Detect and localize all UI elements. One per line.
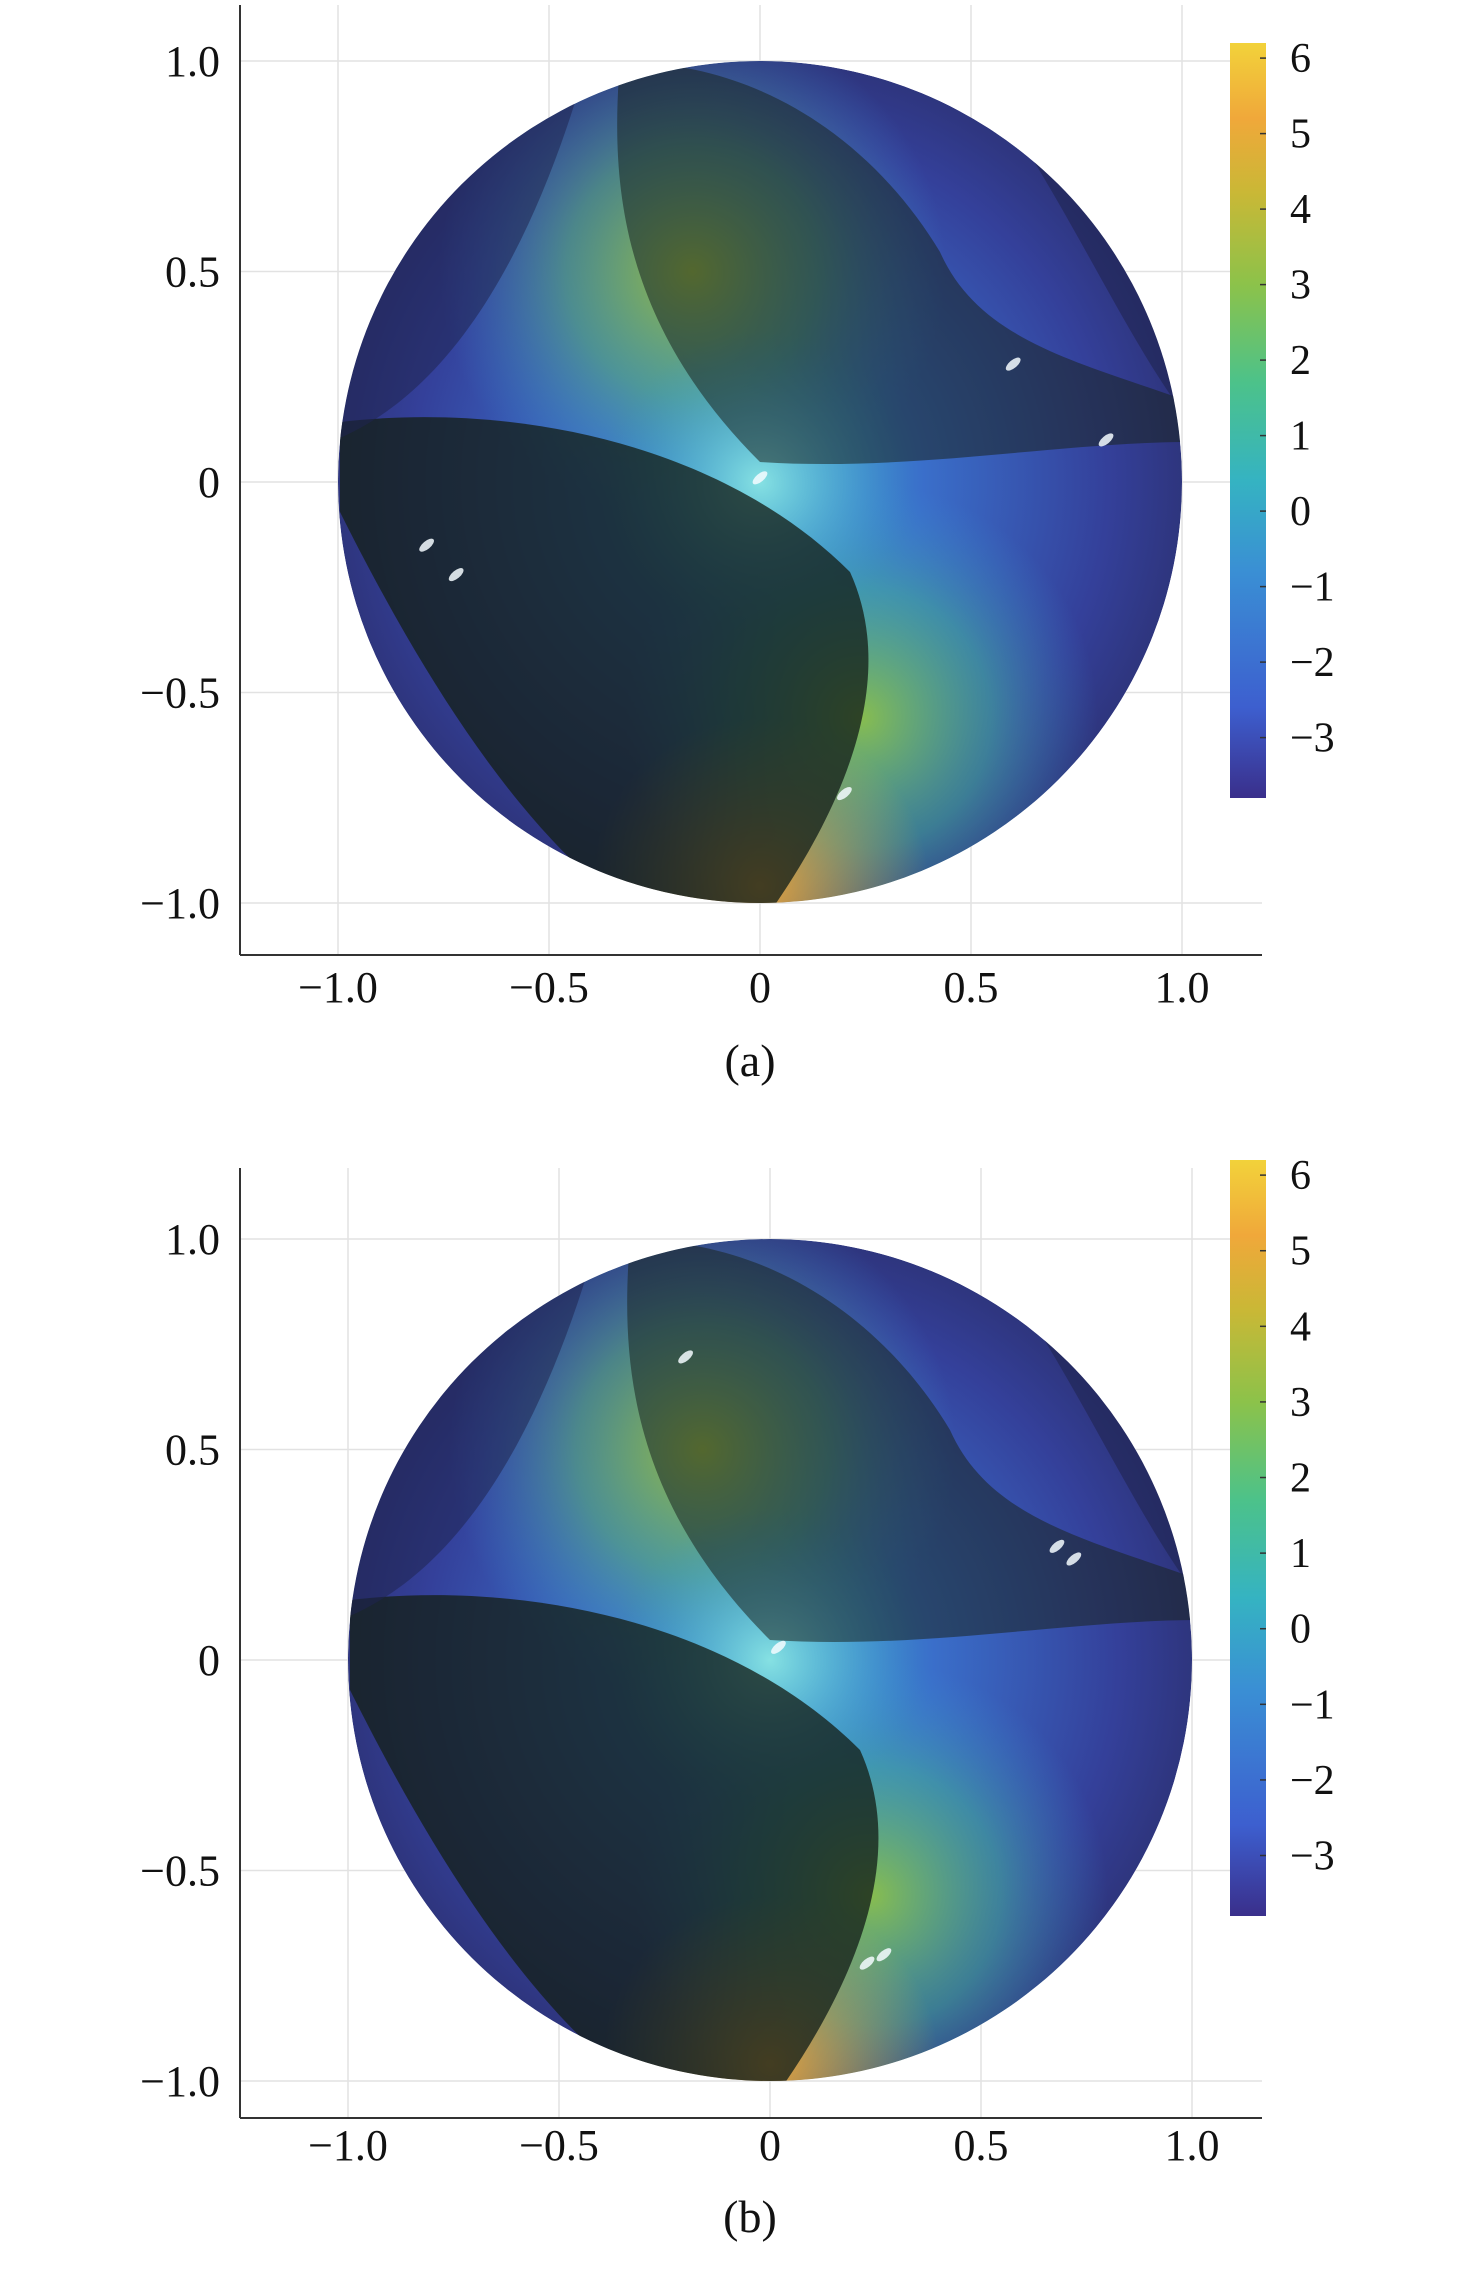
colorbar-tick-label: −1: [1290, 565, 1335, 611]
colorbar-tick-label: 6: [1290, 36, 1311, 82]
specular-highlight: [1049, 1539, 1065, 1553]
specular-highlight: [771, 1640, 786, 1654]
y-tick-label: −1.0: [140, 2057, 220, 2106]
panel-caption: (a): [724, 1035, 775, 1086]
shadow-band-upper: [627, 1240, 1192, 1643]
surface-disk: [348, 1239, 1192, 2081]
specular-highlight: [678, 1350, 693, 1364]
specular-highlight: [419, 538, 434, 552]
x-tick-label: 1.0: [1165, 2121, 1220, 2170]
colorbar: [1230, 1160, 1266, 1916]
x-tick-label: −0.5: [509, 963, 589, 1012]
y-tick-label: −0.5: [140, 669, 220, 718]
specular-highlight: [1098, 433, 1114, 447]
x-tick-label: −1.0: [308, 2121, 388, 2170]
x-tick-label: 0.5: [944, 963, 999, 1012]
panel-caption: (b): [723, 2191, 777, 2242]
colorbar-tick-label: 3: [1290, 263, 1311, 309]
colorbar-tick-label: −3: [1290, 1834, 1335, 1880]
panel-a: −1.0 −0.5 0 0.5 1.0 1.0 0.5 0 −0.5 −1.0 (a) 6 5 4 3 2 1 0…: [140, 5, 1335, 1086]
shadow-band-upper: [617, 62, 1182, 465]
colorbar-tick-label: 0: [1290, 1607, 1311, 1653]
colorbar-tick-label: 2: [1290, 1456, 1311, 1502]
colorbar-tick-label: 4: [1290, 1304, 1311, 1350]
specular-highlight: [1005, 357, 1021, 371]
x-tick-label: −0.5: [519, 2121, 599, 2170]
colorbar-tick-label: −2: [1290, 640, 1335, 686]
colorbar-tick-label: 1: [1290, 414, 1311, 460]
colorbar-tick-label: −1: [1290, 1682, 1335, 1728]
y-tick-label: 0: [198, 458, 220, 507]
y-tick-label: 0: [198, 1636, 220, 1685]
colorbar: [1230, 43, 1266, 798]
panel-b: −1.0 −0.5 0 0.5 1.0 1.0 0.5 0 −0.5 −1.0 (b) 6 5 4 3 2 1 0…: [140, 1153, 1335, 2242]
x-tick-label: 1.0: [1155, 963, 1210, 1012]
specular-highlight: [837, 786, 852, 801]
x-tick-label: 0: [749, 963, 771, 1012]
specular-highlight: [876, 1948, 892, 1962]
colorbar-tick-label: 5: [1290, 112, 1311, 158]
x-tick-label: 0: [759, 2121, 781, 2170]
y-tick-label: −0.5: [140, 1847, 220, 1896]
colorbar-tick-label: 0: [1290, 489, 1311, 535]
colorbar-tick-label: −2: [1290, 1758, 1335, 1804]
x-tick-label: 0.5: [954, 2121, 1009, 2170]
y-tick-label: 1.0: [165, 1215, 220, 1264]
y-tick-label: 1.0: [165, 37, 220, 86]
shadow-band-lower: [350, 1595, 879, 2081]
specular-highlight: [448, 568, 464, 582]
surface-disk: [338, 61, 1182, 903]
colorbar-tick-label: −3: [1290, 716, 1335, 762]
y-tick-label: −1.0: [140, 879, 220, 928]
colorbar-tick-label: 2: [1290, 338, 1311, 384]
specular-highlight: [1066, 1552, 1082, 1566]
colorbar-tick-label: 3: [1290, 1380, 1311, 1426]
colorbar-tick-label: 1: [1290, 1531, 1311, 1577]
specular-highlight: [859, 1956, 875, 1970]
y-tick-label: 0.5: [165, 248, 220, 297]
colorbar-tick-label: 6: [1290, 1153, 1311, 1199]
colorbar-tick-label: 5: [1290, 1229, 1311, 1275]
specular-highlight: [752, 471, 768, 485]
colorbar-tick-label: 4: [1290, 187, 1311, 233]
x-tick-label: −1.0: [298, 963, 378, 1012]
shadow-band-lower: [340, 417, 869, 903]
y-tick-label: 0.5: [165, 1426, 220, 1475]
